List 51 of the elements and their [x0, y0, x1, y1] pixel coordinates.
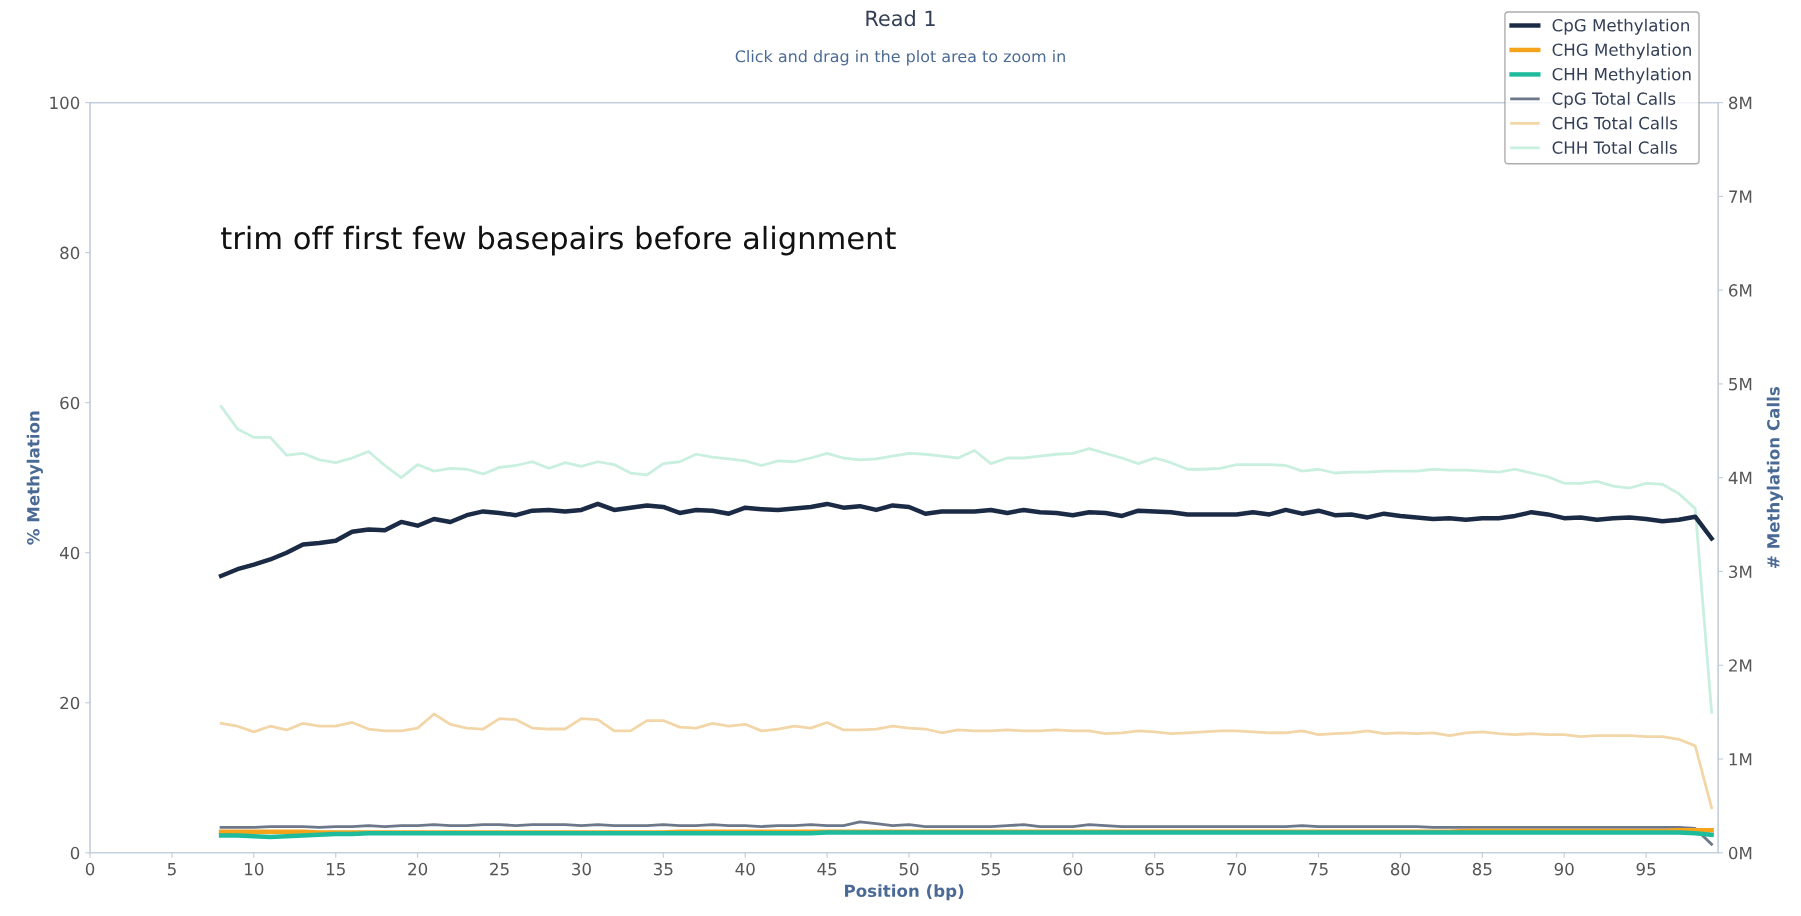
- x-tick-label: 0: [85, 862, 95, 876]
- line-series: [219, 405, 1713, 714]
- x-tick-label: 15: [326, 863, 345, 876]
- y2-tick-label: 7M: [1729, 190, 1752, 203]
- y-tick-label: 60: [60, 396, 80, 410]
- x-tick-label: 60: [1063, 862, 1083, 876]
- y2-tick-label: 2M: [1729, 659, 1752, 672]
- x-tick-label: 55: [981, 863, 1001, 876]
- x-tick-label: 25: [490, 862, 509, 876]
- x-tick-label: 20: [408, 862, 428, 876]
- annotation: trim off first few basepairs before alignment: [221, 225, 896, 256]
- x-tick-label: 80: [1390, 862, 1410, 876]
- legend-label: CHH Methylation: [1552, 67, 1691, 84]
- x-tick-label: 5: [167, 863, 176, 876]
- y-tick-label: 40: [59, 546, 80, 560]
- legend-label: CHG Methylation: [1552, 43, 1691, 60]
- y2-tick-label: 4M: [1728, 471, 1752, 485]
- y-axis-title: % Methylation: [26, 411, 43, 545]
- x-tick-label: 95: [1636, 862, 1656, 876]
- x-tick-label: 85: [1472, 862, 1492, 876]
- legend-label: CpG Total Calls: [1552, 92, 1676, 109]
- y2-tick-label: 6M: [1729, 284, 1752, 297]
- chart-subtitle: Click and drag in the plot area to zoom in: [735, 49, 1065, 66]
- x-tick-label: 40: [735, 862, 755, 876]
- line-series: [219, 820, 1713, 846]
- chart-title: Read 1: [866, 10, 935, 27]
- x-tick-label: 45: [817, 863, 837, 876]
- y2-tick-label: 1M: [1729, 753, 1752, 766]
- y-tick-label: 100: [50, 96, 80, 110]
- y2-tick-label: 0M: [1728, 846, 1752, 860]
- x-tick-label: 75: [1309, 863, 1328, 876]
- y2-tick-label: 5M: [1729, 378, 1752, 391]
- y-tick-label: 20: [60, 696, 80, 710]
- line-series: [219, 712, 1713, 810]
- y2-tick-label: 8M: [1729, 96, 1752, 110]
- x-tick-label: 65: [1145, 862, 1164, 876]
- x-tick-label: 35: [653, 862, 673, 876]
- legend-label: CHG Total Calls: [1552, 116, 1678, 130]
- line-series: [218, 501, 1714, 579]
- y2-tick-label: 3M: [1729, 565, 1752, 579]
- x-tick-label: 30: [572, 862, 591, 876]
- y2-axis-title: # Methylation Calls: [1766, 387, 1784, 569]
- x-tick-label: 10: [245, 862, 264, 876]
- y-tick-label: 0: [70, 846, 80, 860]
- legend-label: CHH Total Calls: [1552, 140, 1677, 154]
- x-axis-title: Position (bp): [845, 884, 964, 901]
- legend-label: CpG Methylation: [1552, 18, 1689, 35]
- y-tick-label: 80: [60, 246, 80, 260]
- x-tick-label: 90: [1554, 862, 1574, 876]
- x-tick-label: 50: [899, 862, 919, 876]
- x-tick-label: 70: [1227, 862, 1247, 876]
